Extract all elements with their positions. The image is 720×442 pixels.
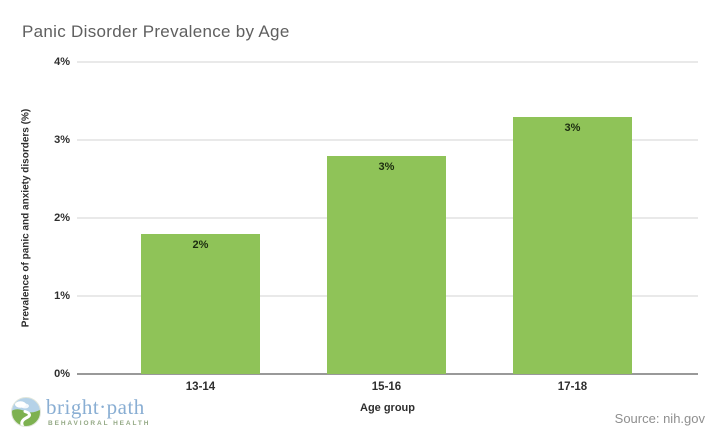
y-tick-label: 4% (54, 56, 70, 68)
source-attribution: Source: nih.gov (614, 411, 705, 426)
gridline (77, 139, 698, 141)
x-tick-label: 17-18 (557, 381, 588, 393)
x-axis-line (77, 373, 698, 375)
bar-value-label: 3% (378, 161, 395, 173)
brand-text-block: bright·path BEHAVIORAL HEALTH (46, 395, 151, 428)
x-tick-label: 15-16 (371, 381, 402, 393)
y-tick-label: 3% (54, 134, 70, 146)
bar-15-16: 3% (327, 156, 446, 374)
bar-value-label: 2% (192, 239, 209, 251)
x-axis-title: Age group (360, 402, 415, 414)
y-tick-label: 0% (54, 368, 70, 380)
y-tick-label: 1% (54, 290, 70, 302)
gridline (77, 61, 698, 63)
brand-name: bright·path (46, 395, 145, 419)
globe-path-logo-icon (11, 397, 41, 427)
bar-17-18: 3% (513, 117, 632, 374)
bar-value-label: 3% (564, 122, 581, 134)
x-tick-label: 13-14 (185, 381, 216, 393)
brand-tagline: BEHAVIORAL HEALTH (48, 420, 151, 427)
chart-title: Panic Disorder Prevalence by Age (22, 22, 290, 41)
y-tick-label: 2% (54, 212, 70, 224)
bar-13-14: 2% (141, 234, 260, 374)
brand-logo: bright·path BEHAVIORAL HEALTH (10, 396, 150, 428)
